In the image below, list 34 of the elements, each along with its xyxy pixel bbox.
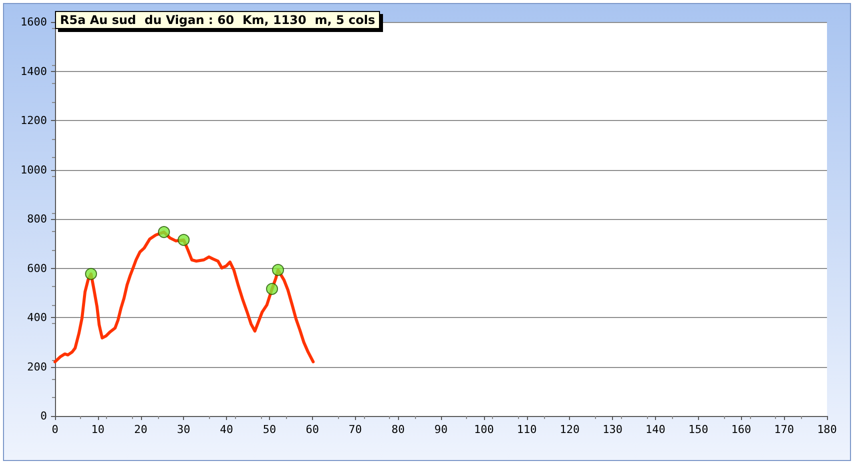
point <box>272 264 284 276</box>
x-tick-label: 110 <box>516 423 537 436</box>
x-tick-label: 60 <box>306 423 319 436</box>
x-tick-label: 100 <box>474 423 494 436</box>
x-tick-label: 130 <box>602 423 622 436</box>
x-tick-label: 180 <box>817 423 837 436</box>
x-tick-label: 170 <box>774 423 794 436</box>
x-tick-label: 80 <box>391 423 405 436</box>
y-tick-label: 1200 <box>20 114 47 127</box>
x-tick-label: 70 <box>348 423 362 436</box>
x-tick-label: 30 <box>177 423 190 436</box>
x-tick-label: 160 <box>731 423 752 436</box>
y-tick-label: 800 <box>27 212 47 226</box>
y-tick-label: 200 <box>27 360 47 374</box>
y-tick-label: 0 <box>40 410 47 422</box>
y-tick-label: 1600 <box>20 16 47 28</box>
x-tick-label: 40 <box>220 423 234 436</box>
x-tick-label: 90 <box>434 423 448 436</box>
x-tick-label: 20 <box>134 423 148 436</box>
point <box>85 268 98 280</box>
y-tick-label: 1400 <box>20 64 47 78</box>
y-tick-label: 1000 <box>20 163 47 176</box>
y-tick-label: 400 <box>27 311 47 324</box>
x-tick-label: 140 <box>646 423 666 436</box>
chart-title: R5a Au sud du Vigan : 60 Km, 1130 m, 5 cols <box>55 11 380 29</box>
x-tick-label: 50 <box>262 423 276 436</box>
x-tick-label: 10 <box>91 423 105 436</box>
x-tick-label: 120 <box>560 423 580 436</box>
point <box>266 282 278 295</box>
point <box>178 234 190 246</box>
y-tick-label: 600 <box>27 262 47 275</box>
point <box>158 226 170 238</box>
x-tick-label: 0 <box>52 423 58 436</box>
x-tick-label: 150 <box>688 423 708 436</box>
